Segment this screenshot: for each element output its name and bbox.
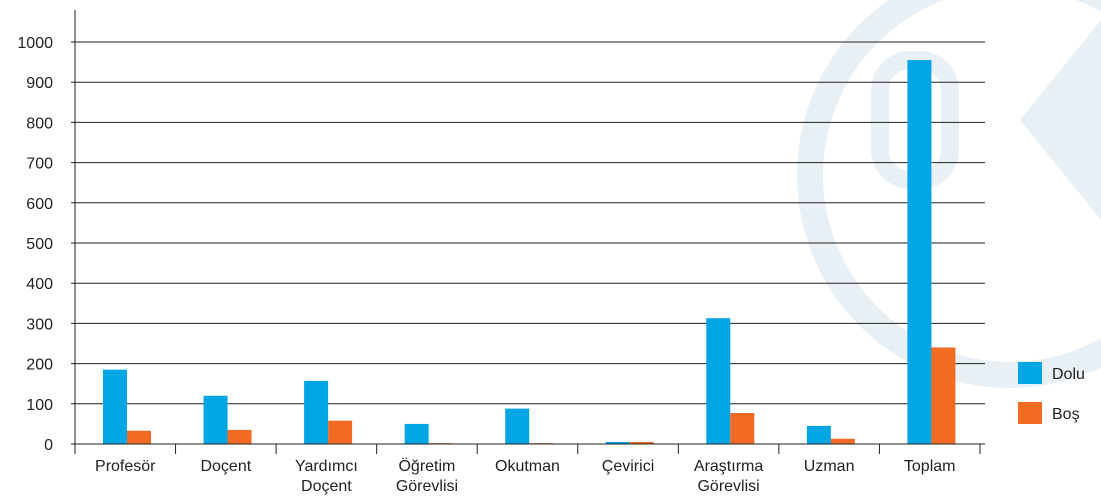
x-category-label: Uzman [804, 458, 855, 475]
y-tick-label: 700 [26, 156, 53, 173]
y-tick-label: 600 [26, 196, 53, 213]
bar-dolu-7 [806, 425, 831, 444]
legend-swatch-dolu [1018, 362, 1042, 384]
y-tick-label: 800 [26, 115, 53, 132]
y-tick-label: 900 [26, 75, 53, 92]
y-tick-label: 100 [26, 397, 53, 414]
axes [71, 10, 985, 445]
watermark-ring [797, 0, 1101, 388]
legend-label-dolu: Dolu [1052, 366, 1085, 383]
bar-boş-5 [629, 441, 654, 444]
x-category-label: Yardımcı Doçent [295, 458, 358, 495]
bar-boş-0 [127, 430, 151, 444]
x-category-label: Toplam [904, 458, 956, 475]
bar-boş-7 [830, 438, 855, 444]
y-tick-label: 300 [26, 316, 53, 333]
bar-dolu-8 [907, 60, 932, 445]
bar-dolu-4 [505, 408, 530, 444]
y-tick-label: 500 [26, 236, 53, 253]
y-axis-ticks: 0 100 200 300 400 500 600 700 800 900 1000 [17, 35, 53, 454]
legend-swatch-boş [1018, 402, 1042, 424]
bar-dolu-5 [605, 441, 630, 444]
bar-boş-2 [328, 420, 353, 444]
x-category-label: Doçent [200, 458, 251, 475]
y-tick-label: 200 [26, 357, 53, 374]
gridlines [71, 41, 985, 405]
x-category-label: Öğretim Görevlisi [396, 457, 458, 495]
x-axis-labels: Profesör Doçent Yardımcı Doçent Öğretim Görev… [74, 444, 981, 495]
bar-dolu-0 [103, 369, 127, 444]
legend: Dolu Boş [1018, 362, 1085, 424]
x-category-label: Çevirici [602, 458, 654, 475]
bars [103, 60, 956, 445]
legend-label-boş: Boş [1052, 406, 1080, 423]
watermark-arrow [1020, 20, 1101, 220]
y-tick-label: 400 [26, 276, 53, 293]
x-category-label: Profesör [95, 458, 156, 475]
x-category-label: Okutman [495, 458, 560, 475]
y-tick-label: 1000 [17, 35, 53, 52]
y-tick-label: 0 [44, 437, 53, 454]
bar-dolu-1 [203, 395, 228, 444]
bar-boş-6 [730, 413, 755, 444]
bar-dolu-3 [404, 423, 429, 444]
bar-boş-1 [227, 429, 252, 444]
bar-dolu-2 [304, 380, 329, 444]
bar-boş-8 [931, 347, 956, 444]
bar-dolu-6 [706, 318, 731, 444]
x-category-label: Araştırma Görevlisi [694, 458, 763, 495]
watermark-logo [797, 0, 1101, 388]
